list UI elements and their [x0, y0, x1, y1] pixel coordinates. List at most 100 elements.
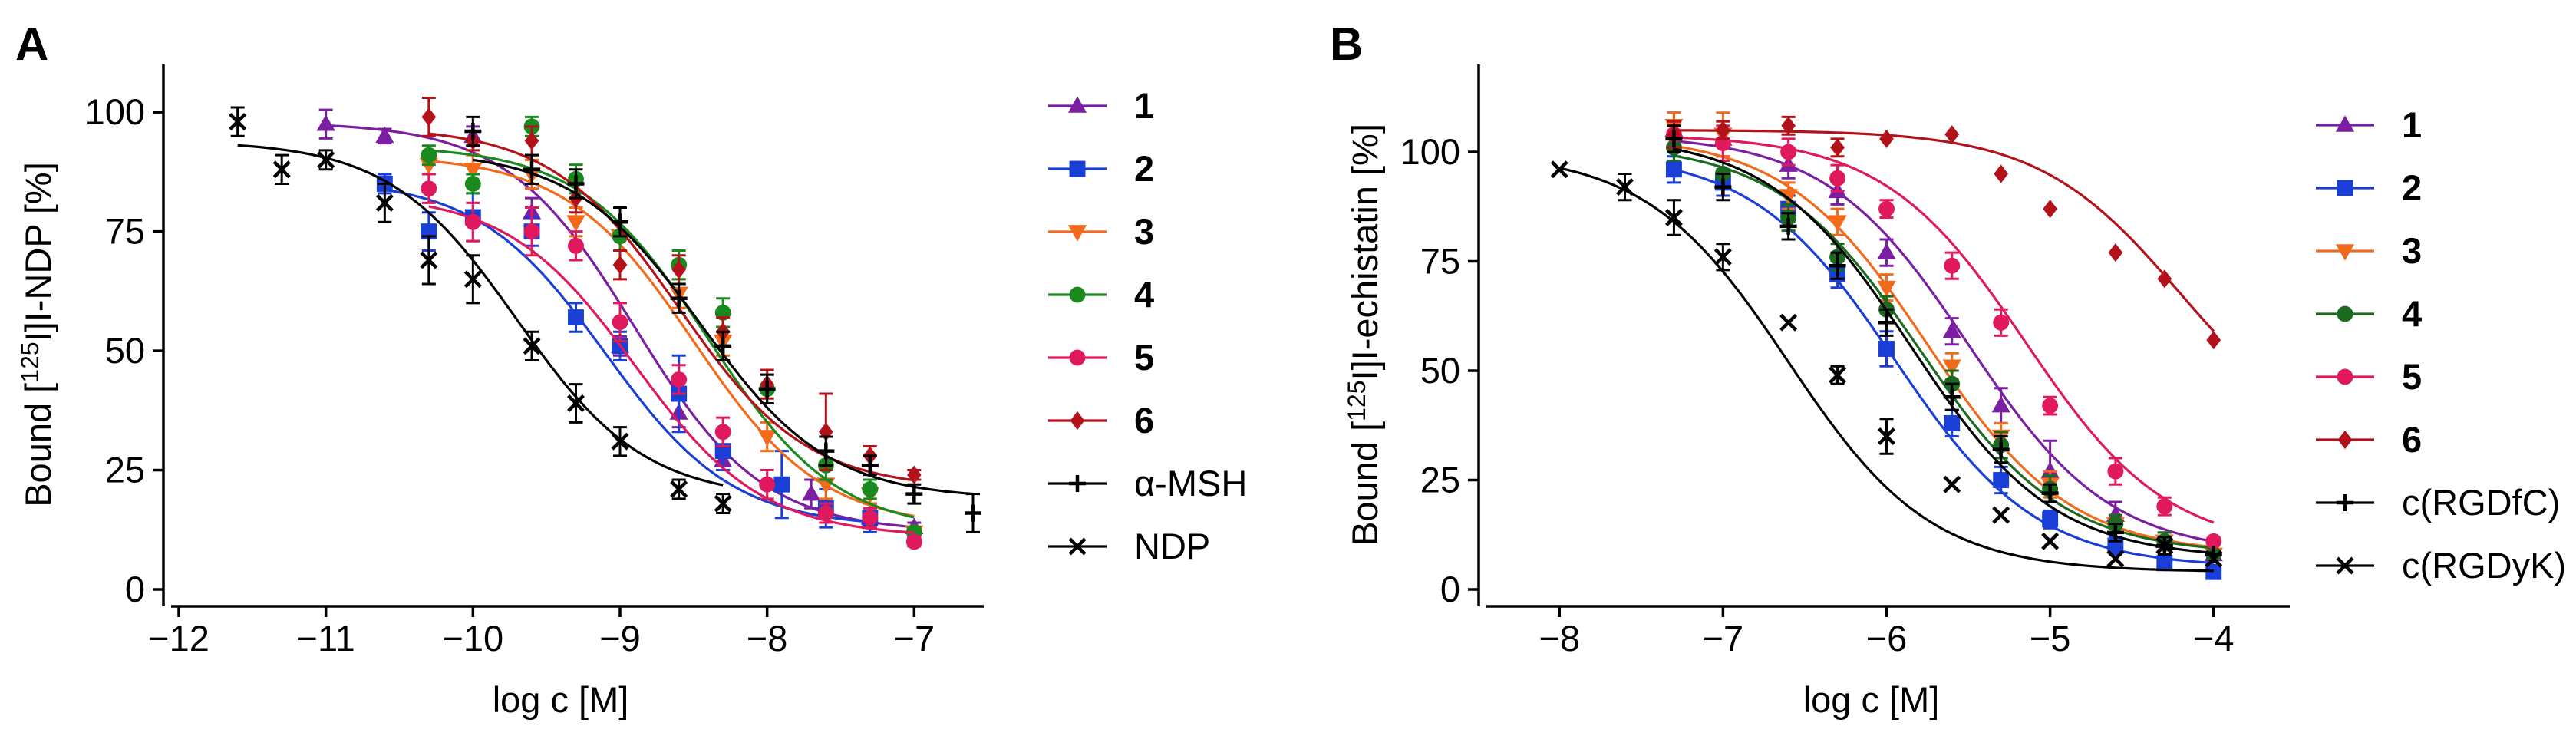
- fit-curve: [1674, 140, 2215, 543]
- series-c-rgdyk: [1550, 160, 2223, 573]
- data-point: [906, 465, 922, 484]
- legend-marker: [1069, 349, 1086, 366]
- x-axis-title: log c [M]: [1803, 679, 1940, 720]
- y-tick-label: 100: [85, 91, 145, 132]
- data-point: [316, 114, 335, 131]
- data-point: [670, 289, 688, 307]
- legend-item-1: 1: [1048, 85, 1154, 126]
- data-point: [420, 251, 438, 269]
- data-point: [905, 533, 922, 550]
- data-point: [817, 505, 834, 521]
- y-tick-label: 100: [1400, 131, 1460, 172]
- fit-curve: [1674, 144, 2214, 549]
- legend-marker: [2335, 115, 2355, 132]
- data-point: [2108, 243, 2123, 262]
- data-point: [1878, 427, 1895, 445]
- data-point: [1830, 138, 1845, 157]
- x-tick-label: −4: [2193, 618, 2235, 659]
- legend-marker: [2337, 430, 2353, 450]
- fit-curve: [428, 160, 915, 517]
- legend-label: 3: [1134, 211, 1154, 252]
- x-axis-title: log c [M]: [493, 679, 629, 720]
- data-point: [1550, 160, 1568, 179]
- data-point: [567, 175, 585, 193]
- legend-label: 4: [1134, 274, 1154, 315]
- y-axis-title: Bound [125I]I-NDP [%]: [16, 162, 58, 507]
- data-point: [1779, 217, 1797, 235]
- data-point: [670, 480, 688, 498]
- data-point: [524, 131, 539, 150]
- data-point: [1942, 322, 1961, 338]
- fit-curve: [1674, 168, 2214, 565]
- series-ndp: [229, 106, 732, 515]
- data-point: [612, 256, 628, 275]
- legend-label: 6: [1134, 400, 1154, 441]
- data-point: [1942, 359, 1961, 376]
- data-point: [2106, 550, 2125, 568]
- legend-label: 5: [1134, 337, 1154, 378]
- data-point: [463, 270, 482, 289]
- data-point: [568, 309, 584, 326]
- data-point: [1716, 120, 1730, 140]
- series-3: [1664, 111, 2223, 565]
- data-point: [464, 123, 482, 140]
- legend-item-c-rgdyk: c(RGDyK): [2316, 545, 2566, 586]
- data-point: [1943, 388, 1961, 406]
- data-point: [567, 394, 585, 412]
- x-tick-label: −7: [1703, 618, 1744, 659]
- x-tick-label: −11: [297, 618, 355, 659]
- legend-marker: [2337, 180, 2353, 196]
- legend-marker: [1067, 225, 1087, 242]
- data-point: [317, 150, 335, 169]
- data-point: [2040, 461, 2060, 478]
- data-point: [905, 485, 923, 503]
- legend-marker: [1069, 160, 1086, 177]
- series-c-rgdfc: [1665, 124, 2222, 563]
- data-point: [2041, 532, 2060, 550]
- data-point: [1878, 341, 1895, 357]
- data-point: [714, 337, 732, 355]
- x-tick-label: −10: [442, 618, 503, 659]
- y-tick-label: 25: [105, 450, 145, 490]
- data-point: [802, 484, 821, 501]
- fit-curve: [1674, 147, 2214, 554]
- legend-label: 4: [2402, 293, 2422, 334]
- data-point: [463, 163, 483, 180]
- data-point: [862, 510, 879, 526]
- legend-item-2: 2: [2316, 167, 2422, 208]
- data-point: [2106, 523, 2124, 541]
- legend-marker: [2336, 556, 2354, 575]
- data-point: [1665, 130, 1683, 147]
- x-tick-label: −6: [1866, 618, 1908, 659]
- legend-marker: [2337, 368, 2353, 385]
- data-point: [671, 260, 687, 279]
- data-point: [1992, 506, 2010, 524]
- legend-label: c(RGDyK): [2402, 545, 2566, 586]
- legend-item-msh: α-MSH: [1048, 463, 1247, 503]
- legend-item-2: 2: [1048, 148, 1154, 189]
- data-point: [1991, 395, 2010, 413]
- data-point: [1616, 178, 1634, 196]
- data-point: [611, 432, 629, 451]
- legend-marker: [2337, 494, 2353, 511]
- series-msh: [464, 115, 981, 533]
- data-point: [2042, 511, 2059, 528]
- fit-curve: [237, 144, 724, 487]
- data-point: [1665, 161, 1682, 178]
- fit-curve: [1674, 129, 2215, 332]
- data-point: [2042, 398, 2059, 414]
- data-point: [671, 371, 688, 388]
- data-point: [2041, 484, 2059, 502]
- legend-label: 3: [2402, 230, 2422, 271]
- legend-label: 6: [2402, 419, 2422, 460]
- series-1: [1664, 111, 2223, 562]
- legend-item-5: 5: [1048, 337, 1154, 378]
- data-point: [272, 160, 291, 179]
- data-point: [2205, 533, 2222, 550]
- fit-curve: [1674, 136, 2215, 524]
- data-point: [421, 107, 437, 127]
- data-point: [2156, 555, 2173, 572]
- legend-label: NDP: [1134, 526, 1210, 566]
